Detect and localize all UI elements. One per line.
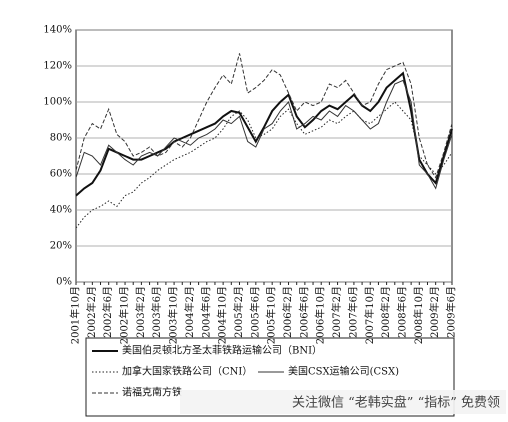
legend-label: 美国伯灵顿北方圣太菲铁路运输公司（BNI）	[122, 344, 322, 357]
x-tick-label: 2007年2月	[330, 286, 343, 338]
y-tick-label: 40%	[50, 205, 72, 216]
x-tick-label: 2008年6月	[395, 286, 408, 338]
x-tick-label: 2003年2月	[134, 286, 147, 338]
x-tick-label: 2009年6月	[445, 286, 458, 338]
x-tick-label: 2004年10月	[216, 286, 229, 344]
x-tick-label: 2002年10月	[118, 286, 131, 344]
y-tick-label: 0%	[56, 277, 72, 288]
y-tick-label: 60%	[50, 169, 72, 180]
x-tick-label: 2005年6月	[248, 286, 261, 338]
series-line	[75, 79, 453, 190]
x-tick-label: 2005年10月	[265, 286, 278, 344]
legend-label: 加拿大国家铁路公司（CNI）	[122, 365, 252, 378]
series-line	[75, 101, 453, 229]
x-tick-label: 2002年2月	[85, 286, 98, 338]
x-tick-label: 2002年6月	[101, 286, 114, 338]
x-tick-label: 2007年10月	[363, 286, 376, 344]
legend-label: 美国CSX运输公司(CSX)	[288, 365, 399, 378]
x-tick-label: 2004年6月	[199, 286, 212, 338]
x-tick-label: 2006年6月	[297, 286, 310, 338]
plot-frame	[75, 29, 453, 283]
x-tick-label: 2006年10月	[314, 286, 327, 344]
x-tick-label: 2008年2月	[379, 286, 392, 338]
y-tick-label: 80%	[50, 133, 72, 144]
y-tick-label: 140%	[43, 25, 72, 36]
x-tick-label: 2004年2月	[183, 286, 196, 338]
x-tick-label: 2006年2月	[281, 286, 294, 338]
x-tick-label: 2007年6月	[346, 286, 359, 338]
x-tick-label: 2003年10月	[167, 286, 180, 344]
y-tick-label: 20%	[50, 241, 72, 252]
y-tick-label: 100%	[43, 97, 72, 108]
x-tick-label: 2005年2月	[232, 286, 245, 338]
legend-label: 诺福克南方铁	[122, 386, 182, 399]
x-tick-label: 2008年10月	[412, 286, 425, 344]
watermark-band	[180, 390, 506, 414]
x-tick-label: 2009年2月	[428, 286, 441, 338]
x-tick-label: 2001年10月	[69, 286, 82, 344]
y-tick-label: 120%	[43, 61, 72, 72]
watermark: 关注微信 “老韩实盘” “指标” 免费领	[292, 395, 500, 411]
series-line	[75, 53, 453, 179]
x-tick-label: 2003年6月	[150, 286, 163, 338]
